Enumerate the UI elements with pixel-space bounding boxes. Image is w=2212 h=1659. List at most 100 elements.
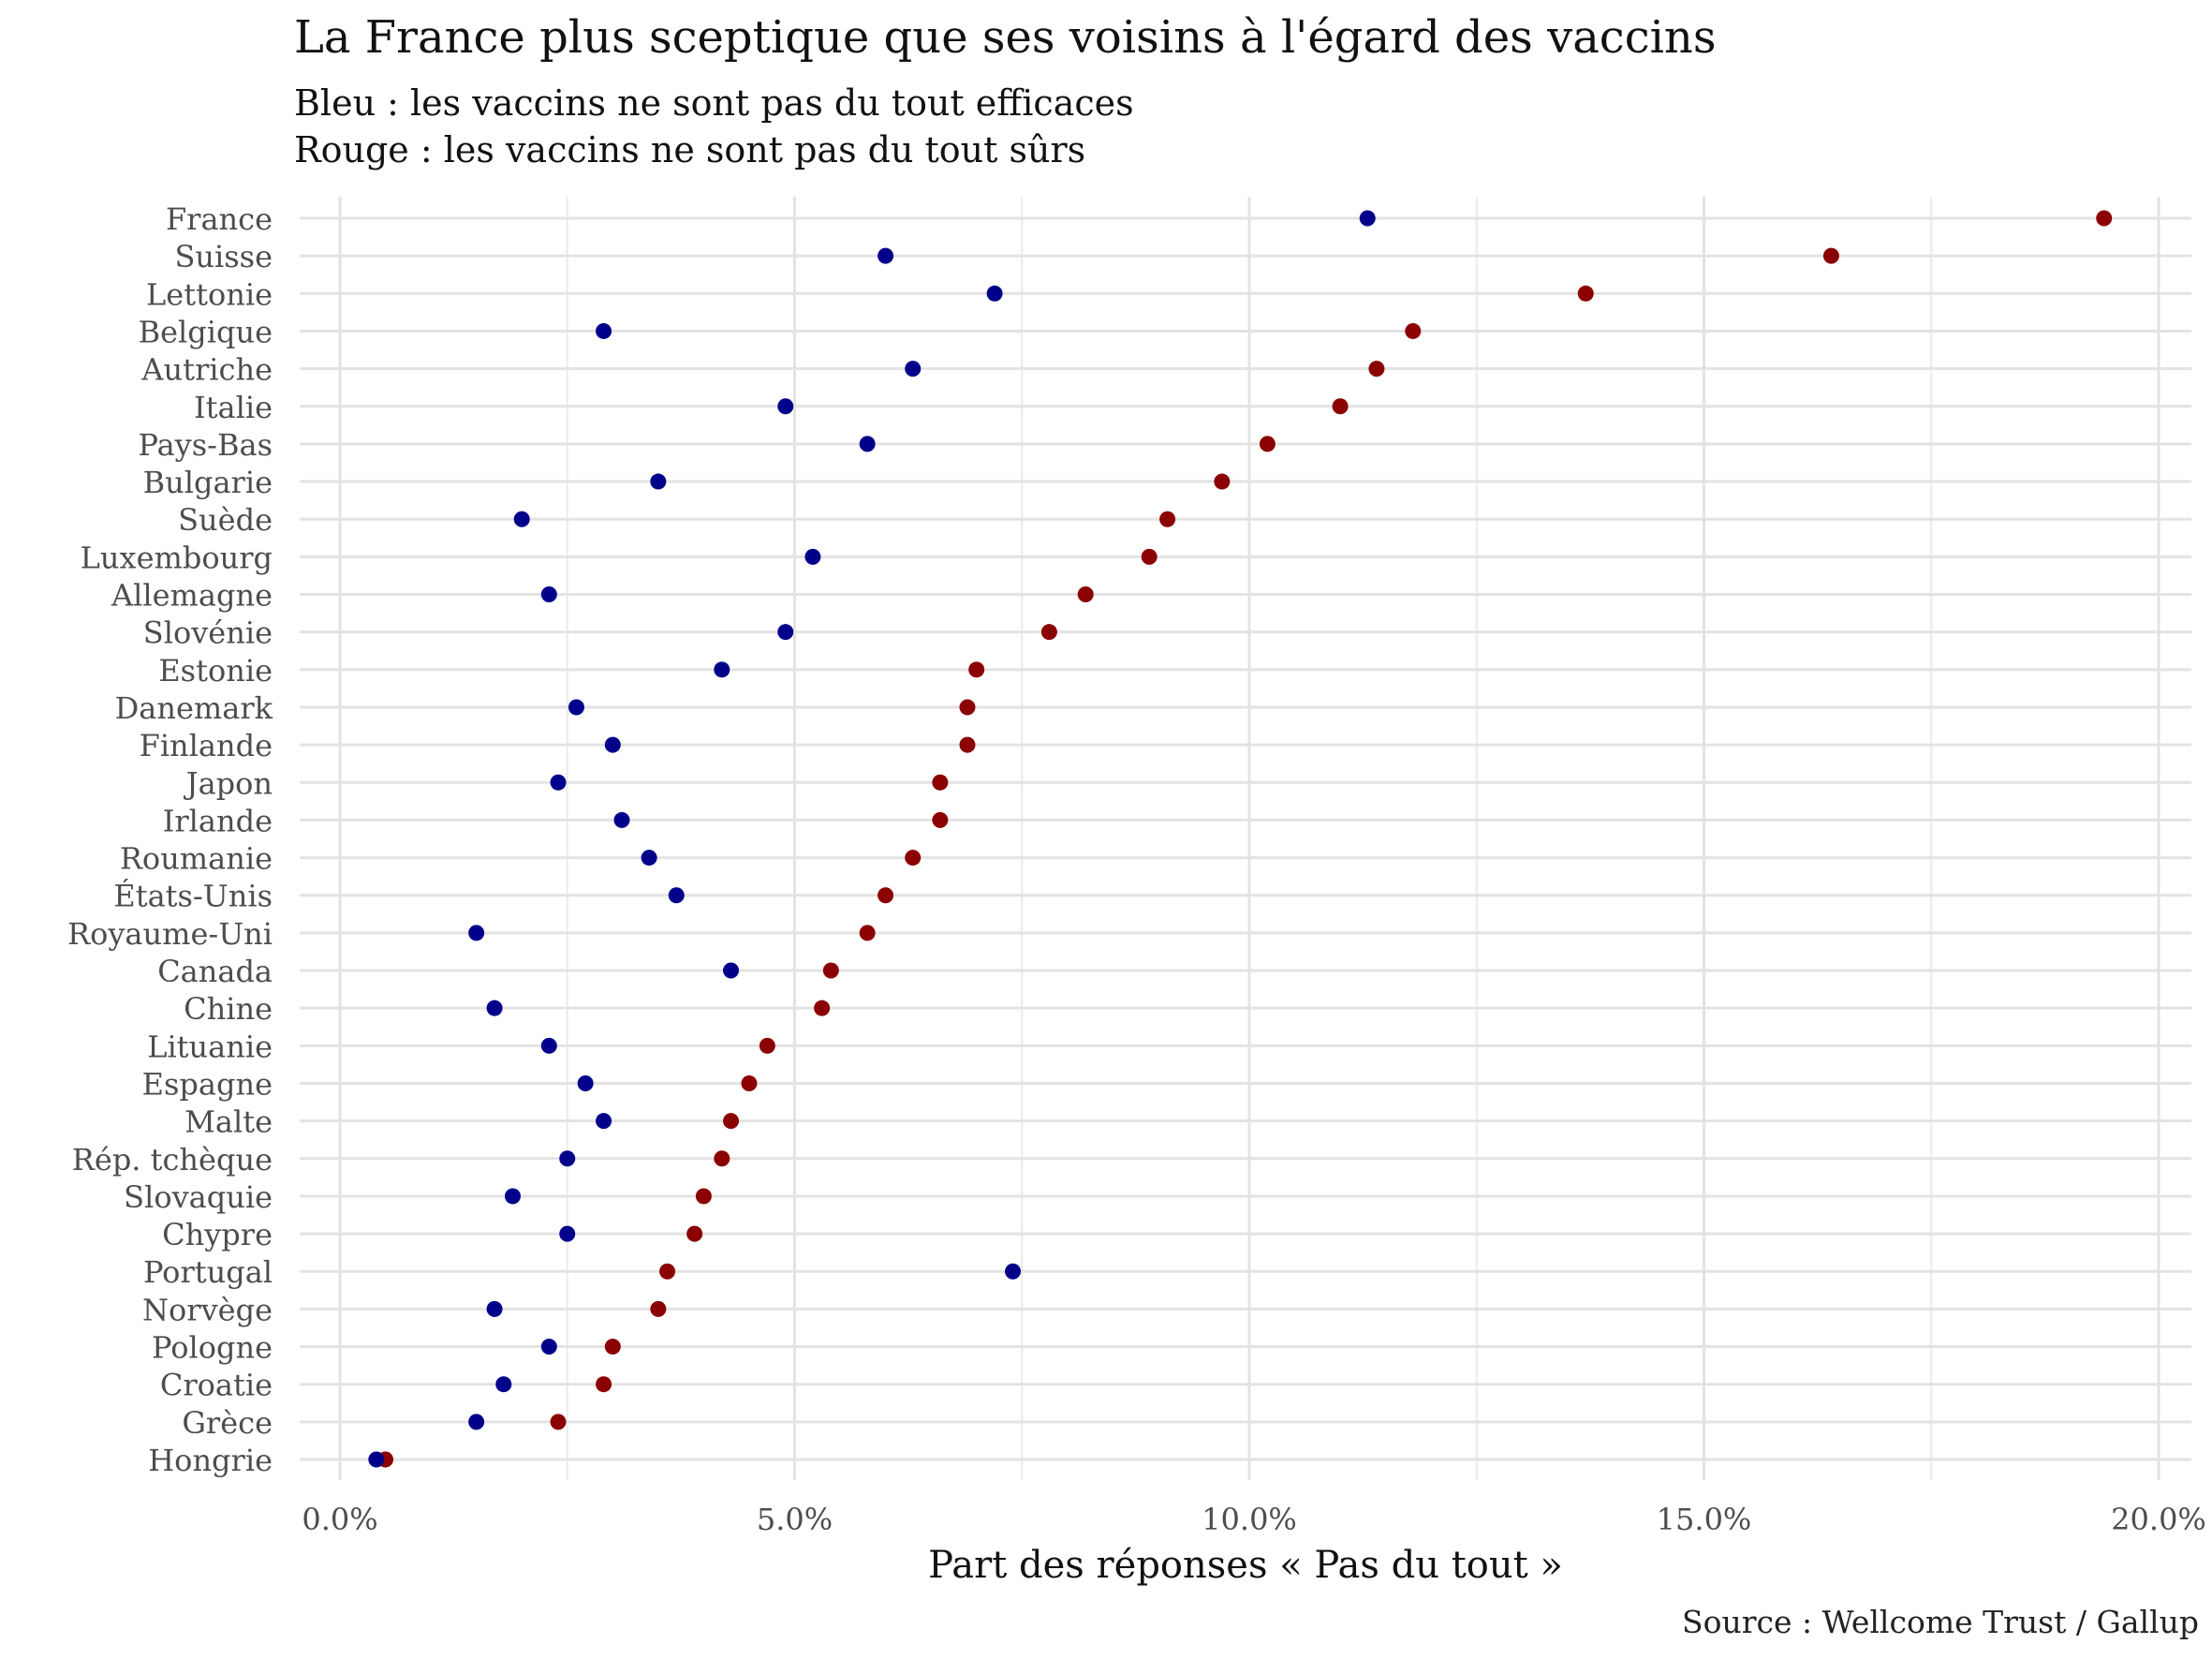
y-tick-label: Rép. tchèque: [72, 1142, 273, 1178]
blue-point: [495, 1376, 512, 1393]
red-point: [759, 1037, 775, 1054]
blue-point: [668, 887, 685, 904]
y-tick-label: Irlande: [163, 803, 273, 838]
red-point: [814, 1000, 831, 1016]
blue-point: [486, 1000, 503, 1016]
y-tick-label: Bulgarie: [143, 465, 273, 500]
red-point: [1214, 473, 1231, 490]
blue-point: [540, 1037, 557, 1054]
red-point: [1040, 624, 1057, 641]
x-tick-label: 5.0%: [757, 1502, 833, 1537]
y-tick-label: Hongrie: [148, 1443, 273, 1478]
red-point: [932, 811, 949, 828]
red-point: [550, 1414, 567, 1430]
y-tick-label: Croatie: [160, 1368, 273, 1403]
y-tick-label: Autriche: [140, 352, 273, 388]
blue-point: [714, 661, 730, 678]
blue-point: [604, 736, 621, 753]
red-point: [596, 1376, 612, 1393]
blue-point: [577, 1074, 594, 1091]
red-point: [932, 774, 949, 791]
blue-point: [540, 586, 557, 603]
red-point: [1577, 285, 1594, 302]
blue-point: [559, 1225, 576, 1242]
blue-point: [568, 699, 584, 716]
x-tick-label: 0.0%: [302, 1502, 377, 1537]
red-point: [686, 1225, 703, 1242]
red-point: [2096, 210, 2113, 227]
blue-point: [859, 436, 876, 452]
y-tick-label: Grèce: [182, 1405, 273, 1441]
y-tick-label: Portugal: [143, 1254, 273, 1290]
y-tick-label: France: [166, 201, 273, 237]
red-point: [1159, 511, 1176, 527]
blue-point: [986, 285, 1003, 302]
y-tick-label: Chypre: [162, 1217, 273, 1252]
y-tick-label: Suisse: [174, 239, 273, 274]
red-point: [695, 1188, 712, 1205]
blue-point: [723, 962, 740, 979]
y-tick-label: Luxembourg: [81, 540, 273, 575]
red-point: [905, 850, 922, 867]
x-axis-label: Part des réponses « Pas du tout »: [928, 1544, 1563, 1587]
red-point: [604, 1339, 621, 1355]
blue-point: [905, 361, 922, 378]
red-point: [859, 925, 876, 941]
y-tick-label: Chine: [184, 991, 273, 1027]
blue-point: [641, 850, 657, 867]
red-point: [959, 736, 976, 753]
blue-point: [804, 548, 821, 565]
y-tick-label: Danemark: [115, 690, 273, 726]
red-point: [714, 1150, 730, 1167]
blue-point: [877, 247, 894, 264]
y-tick-label: Allemagne: [111, 578, 273, 614]
y-tick-label: Norvège: [142, 1292, 273, 1327]
y-tick-label: Japon: [184, 765, 273, 801]
y-tick-label: Pays-Bas: [139, 427, 273, 463]
blue-point: [596, 1113, 612, 1130]
blue-point: [513, 511, 530, 527]
blue-point: [368, 1451, 385, 1468]
y-tick-label: États-Unis: [113, 879, 273, 914]
red-point: [959, 699, 976, 716]
blue-point: [550, 774, 567, 791]
blue-point: [777, 398, 794, 415]
red-point: [1368, 361, 1385, 378]
y-tick-label: Royaume-Uni: [67, 916, 273, 952]
blue-point: [613, 811, 630, 828]
blue-point: [504, 1188, 521, 1205]
blue-point: [650, 473, 667, 490]
blue-point: [559, 1150, 576, 1167]
red-point: [650, 1300, 667, 1317]
blue-point: [468, 1414, 485, 1430]
red-point: [659, 1263, 676, 1280]
blue-point: [540, 1339, 557, 1355]
red-point: [877, 887, 894, 904]
red-point: [822, 962, 839, 979]
x-tick-label: 10.0%: [1202, 1502, 1297, 1537]
y-tick-label: Slovénie: [143, 615, 273, 651]
red-point: [1259, 436, 1276, 452]
blue-point: [777, 624, 794, 641]
blue-point: [468, 925, 485, 941]
red-point: [741, 1074, 758, 1091]
y-tick-label: Belgique: [139, 314, 273, 349]
y-tick-label: Pologne: [152, 1330, 273, 1366]
y-tick-label: Roumanie: [120, 841, 273, 877]
source-caption: Source : Wellcome Trust / Gallup: [1682, 1604, 2199, 1640]
y-tick-label: Lettonie: [146, 276, 273, 312]
red-point: [968, 661, 985, 678]
x-tick-label: 15.0%: [1657, 1502, 1752, 1537]
y-tick-label: Canada: [157, 954, 273, 989]
y-tick-label: Slovaquie: [124, 1179, 273, 1215]
chart-subtitle-red: Rouge : les vaccins ne sont pas du tout …: [294, 129, 1086, 170]
blue-point: [486, 1300, 503, 1317]
chart-subtitle-blue: Bleu : les vaccins ne sont pas du tout e…: [294, 82, 1134, 124]
red-point: [1822, 247, 1839, 264]
red-point: [1332, 398, 1349, 415]
red-point: [723, 1113, 740, 1130]
red-point: [1141, 548, 1158, 565]
y-tick-label: Espagne: [142, 1066, 273, 1102]
red-point: [1405, 322, 1422, 339]
